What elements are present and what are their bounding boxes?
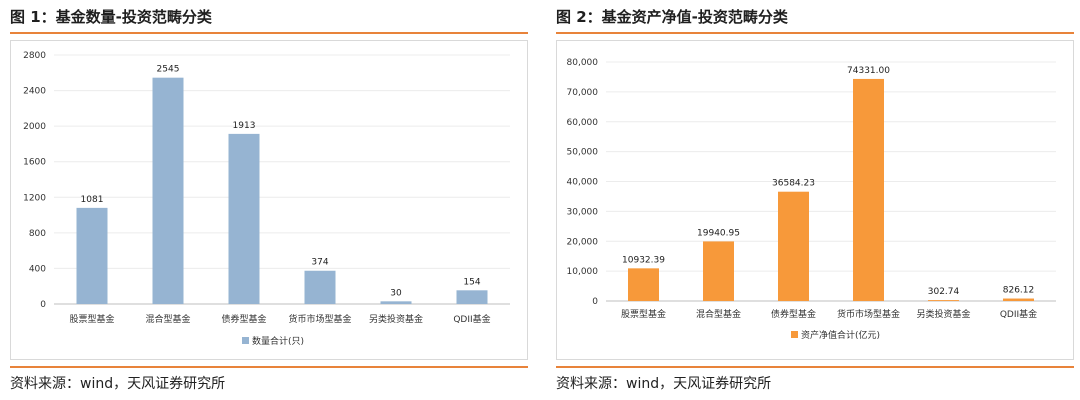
panel-title: 图 1：基金数量-投资范畴分类: [10, 8, 212, 26]
x-tick-label: QDII基金: [453, 313, 490, 325]
y-tick-label: 1600: [23, 158, 46, 168]
data-label: 10932.39: [622, 255, 665, 265]
y-tick-label: 2400: [23, 87, 46, 97]
y-tick-label: 0: [40, 300, 46, 310]
chart-panel-fund-count: 图 1：基金数量-投资范畴分类 0 400 800 1200 1600 2000 2400 2…: [10, 0, 528, 400]
y-tick-label: 50,000: [567, 148, 599, 158]
data-label: 826.12: [1003, 286, 1035, 296]
legend-label: 数量合计(只): [252, 335, 304, 347]
data-label: 154: [463, 277, 480, 287]
y-tick-label: 30,000: [567, 207, 599, 217]
y-tick-label: 20,000: [567, 237, 599, 247]
x-tick-label: 混合型基金: [696, 308, 741, 320]
panel-title: 图 2：基金资产净值-投资范畴分类: [556, 8, 788, 26]
source-divider: [10, 366, 528, 368]
chart-panel-fund-nav: 图 2：基金资产净值-投资范畴分类 0 10,000 20,000 30,000 40,…: [556, 0, 1074, 400]
y-tick-label: 400: [29, 264, 46, 274]
chart-frame: [10, 40, 528, 360]
title-divider: [10, 32, 528, 34]
bar: [152, 77, 184, 304]
bar: [703, 241, 734, 301]
data-label: 2545: [157, 65, 180, 75]
x-tick-label: 股票型基金: [69, 313, 114, 325]
x-tick-label: 另类投资基金: [369, 313, 423, 325]
data-label: 74331.00: [847, 66, 890, 76]
chart-frame: [556, 40, 1074, 360]
source-divider: [556, 366, 1074, 368]
bar: [456, 290, 488, 304]
fund-nav-bar-chart: 0 10,000 20,000 30,000 40,000 50,000 60,000 70,…: [567, 58, 1056, 341]
legend-swatch: [791, 331, 798, 338]
y-tick-label: 0: [592, 297, 598, 307]
y-tick-label: 2800: [23, 51, 46, 61]
y-tick-label: 40,000: [567, 178, 599, 188]
y-tick-label: 70,000: [567, 88, 599, 98]
data-label: 374: [311, 258, 328, 268]
legend-swatch: [242, 337, 249, 344]
data-label: 1081: [81, 195, 104, 205]
x-tick-label: 另类投资基金: [916, 308, 970, 320]
x-tick-label: 债券型基金: [221, 313, 266, 325]
bar: [928, 300, 959, 301]
x-tick-label: 股票型基金: [621, 308, 666, 320]
source-note: 资料来源：wind，天风证券研究所: [556, 376, 772, 392]
data-label: 302.74: [928, 287, 960, 297]
x-tick-label: 货币市场型基金: [837, 308, 900, 320]
x-tick-label: 货币市场型基金: [288, 313, 351, 325]
y-tick-label: 800: [29, 229, 46, 239]
source-note: 资料来源：wind，天风证券研究所: [10, 376, 226, 392]
data-label: 30: [390, 288, 402, 298]
bar: [228, 133, 260, 304]
y-tick-label: 10,000: [567, 267, 599, 277]
x-tick-label: QDII基金: [1000, 308, 1037, 320]
y-tick-label: 80,000: [567, 58, 599, 68]
x-tick-label: 债券型基金: [771, 308, 816, 320]
bar: [304, 270, 336, 304]
bar: [628, 268, 659, 301]
title-divider: [556, 32, 1074, 34]
data-label: 36584.23: [772, 179, 815, 189]
fund-count-bar-chart: 0 400 800 1200 1600 2000 2400 2800 1081 股票型基金 2545…: [23, 51, 510, 347]
legend-label: 资产净值合计(亿元): [801, 329, 880, 341]
bar: [76, 207, 108, 304]
bar: [1003, 298, 1034, 301]
data-label: 19940.95: [697, 228, 740, 238]
y-tick-label: 60,000: [567, 118, 599, 128]
bar: [380, 301, 412, 304]
y-tick-label: 2000: [23, 122, 46, 132]
y-tick-label: 1200: [23, 193, 46, 203]
bar: [778, 191, 809, 301]
data-label: 1913: [233, 121, 256, 131]
x-tick-label: 混合型基金: [145, 313, 190, 325]
bar: [853, 78, 884, 301]
